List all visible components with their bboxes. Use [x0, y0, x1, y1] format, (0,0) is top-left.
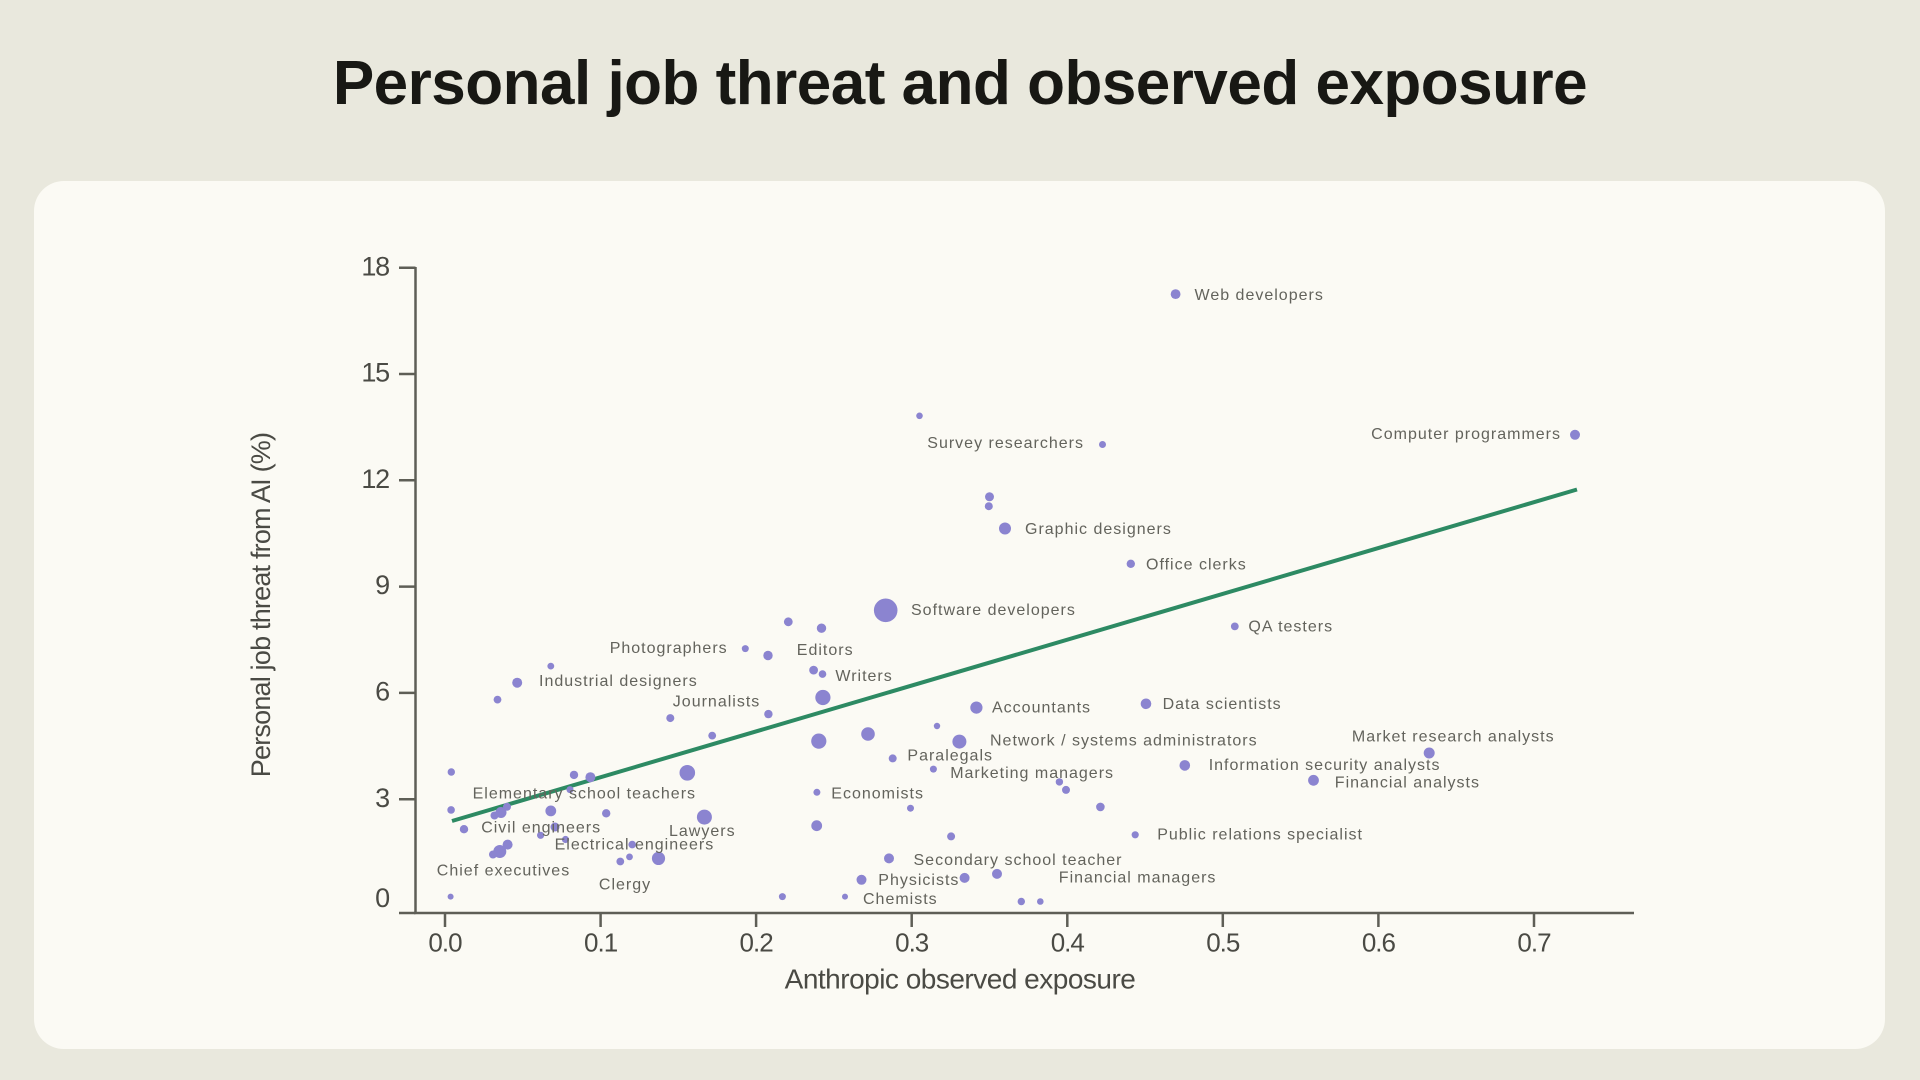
svg-text:15: 15	[361, 358, 389, 388]
svg-text:Lawyers: Lawyers	[669, 823, 736, 840]
svg-text:0.1: 0.1	[584, 928, 618, 958]
svg-text:6: 6	[375, 677, 389, 707]
svg-text:Graphic designers: Graphic designers	[1025, 521, 1172, 538]
svg-text:Physicists: Physicists	[878, 872, 959, 889]
svg-text:0.6: 0.6	[1362, 928, 1396, 958]
svg-text:Personal job threat from AI (%: Personal job threat from AI (%)	[246, 433, 276, 777]
svg-text:Public relations specialist: Public relations specialist	[1157, 827, 1363, 844]
svg-text:Computer programmers: Computer programmers	[1371, 426, 1561, 443]
svg-text:0.3: 0.3	[895, 928, 929, 958]
svg-text:Editors: Editors	[797, 642, 854, 659]
svg-text:Civil engineers: Civil engineers	[481, 820, 601, 837]
svg-text:Information security analysts: Information security analysts	[1209, 757, 1441, 774]
svg-text:Software developers: Software developers	[911, 602, 1076, 619]
svg-text:Web developers: Web developers	[1195, 287, 1324, 304]
svg-text:Office clerks: Office clerks	[1146, 557, 1247, 574]
svg-text:Anthropic observed exposure: Anthropic observed exposure	[785, 964, 1136, 995]
svg-text:Elementary school teachers: Elementary school teachers	[473, 786, 696, 803]
svg-text:Economists: Economists	[831, 785, 924, 802]
svg-text:Paralegals: Paralegals	[907, 747, 993, 764]
svg-text:3: 3	[375, 783, 389, 813]
svg-text:Marketing managers: Marketing managers	[950, 765, 1114, 782]
svg-text:Journalists: Journalists	[673, 694, 760, 711]
svg-text:QA testers: QA testers	[1248, 619, 1333, 636]
svg-text:12: 12	[361, 464, 389, 494]
svg-text:0.4: 0.4	[1051, 928, 1085, 958]
svg-text:Data scientists: Data scientists	[1163, 696, 1282, 713]
svg-text:Chemists: Chemists	[863, 891, 938, 908]
svg-text:0.2: 0.2	[740, 928, 774, 958]
svg-text:0.5: 0.5	[1206, 928, 1240, 958]
svg-text:Financial analysts: Financial analysts	[1335, 774, 1480, 791]
svg-text:Survey researchers: Survey researchers	[927, 435, 1084, 452]
svg-text:Electrical engineers: Electrical engineers	[555, 837, 715, 854]
svg-text:Chief executives: Chief executives	[437, 863, 570, 880]
svg-text:0.7: 0.7	[1517, 928, 1551, 958]
svg-text:9: 9	[375, 570, 389, 600]
svg-text:Secondary school teacher: Secondary school teacher	[914, 852, 1123, 869]
svg-text:Market research analysts: Market research analysts	[1352, 729, 1555, 746]
svg-text:0: 0	[375, 883, 389, 913]
svg-text:Clergy: Clergy	[599, 876, 651, 893]
svg-text:Accountants: Accountants	[992, 700, 1091, 717]
svg-text:Network / systems administrato: Network / systems administrators	[990, 733, 1258, 750]
svg-text:Writers: Writers	[835, 668, 892, 685]
svg-text:Industrial designers: Industrial designers	[539, 673, 698, 690]
svg-text:Financial managers: Financial managers	[1059, 870, 1217, 887]
svg-text:Photographers: Photographers	[610, 640, 728, 657]
svg-text:18: 18	[361, 251, 389, 281]
svg-text:0.0: 0.0	[428, 928, 462, 958]
